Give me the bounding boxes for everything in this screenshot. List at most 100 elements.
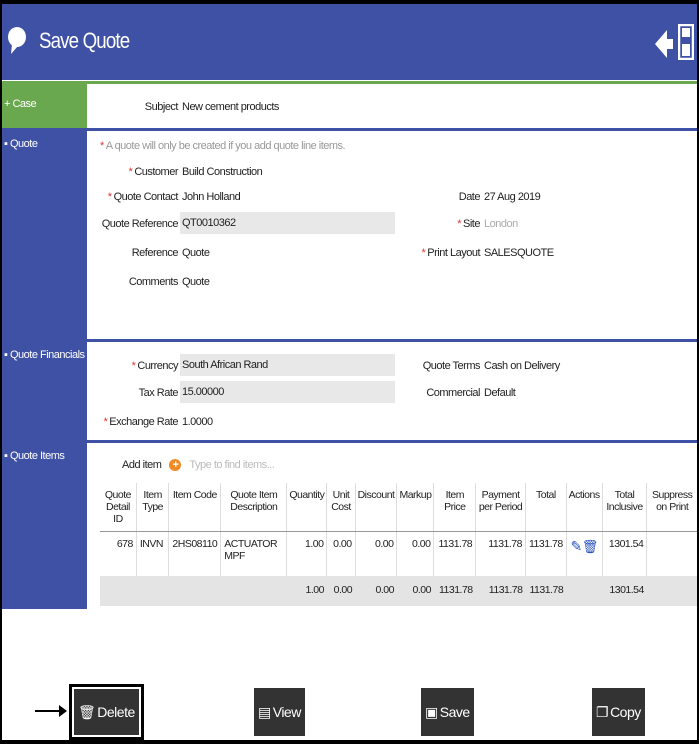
page-title: Save Quote	[39, 28, 130, 53]
table-cell: 1301.54	[602, 575, 647, 606]
table-cell: 1131.78	[475, 575, 526, 606]
site-field[interactable]: London	[484, 218, 518, 230]
table-row[interactable]: 678 INVN 2HS08110 ACTUATOR MPF 1.00 0.00 0.00 0…	[100, 531, 697, 576]
edit-icon[interactable]: ✎	[570, 538, 583, 554]
column-header: Item Price	[433, 483, 476, 532]
view-button[interactable]: ▤ View	[254, 688, 305, 736]
table-totals-row: 1.00 0.00 0.00 0.00 1131.78 1131.78 1131.78 130…	[100, 575, 697, 606]
quote-items-table: Quote Detail ID Item Type Item Code Quote I…	[100, 483, 697, 606]
table-cell: 0.00	[354, 531, 397, 576]
financials-section: ▪ Quote Financials * Currency South Afric…	[2, 342, 697, 440]
app-frame: Save Quote + Case Subject New cement pro…	[2, 4, 697, 740]
subject-label: Subject	[144, 101, 179, 113]
column-header: Unit Cost	[326, 483, 356, 532]
add-item-button[interactable]: +	[169, 459, 182, 471]
currency-field[interactable]: South African Rand	[180, 354, 395, 376]
quote-reference-label: Quote Reference	[101, 218, 179, 230]
divider	[2, 128, 697, 131]
table-cell: 0.00	[396, 575, 434, 606]
quote-section: ▪ Quote * A quote will only be created if…	[2, 131, 697, 339]
exchange-rate-label: * Exchange Rate	[103, 416, 179, 428]
header: Save Quote	[2, 4, 697, 80]
table-cell: 1301.54	[601, 531, 647, 576]
contact-field[interactable]: John Holland	[182, 191, 241, 203]
table-cell: 1131.78	[524, 531, 567, 576]
column-header: Total Inclusive	[601, 483, 647, 532]
items-toggle[interactable]: ▪ Quote Items	[2, 443, 87, 609]
floppy-icon: ▣	[425, 703, 438, 720]
table-cell: ACTUATOR MPF	[220, 531, 287, 576]
case-section: + Case Subject New cement products	[2, 84, 697, 128]
table-cell	[566, 575, 603, 606]
comments-field[interactable]: Quote	[182, 276, 210, 288]
print-layout-field[interactable]: SALESQUOTE	[484, 247, 554, 259]
quote-toggle[interactable]: ▪ Quote	[2, 131, 87, 339]
quote-reference-field[interactable]: QT0010362	[180, 212, 395, 234]
commercial-label: Commercial	[426, 387, 480, 399]
floppy-icon[interactable]	[678, 24, 694, 60]
site-label: * Site	[457, 218, 480, 230]
divider	[2, 339, 697, 342]
tax-rate-label: Tax Rate	[138, 387, 179, 399]
delete-icon[interactable]: 🗑	[581, 539, 599, 554]
comments-label: Comments	[128, 276, 179, 288]
table-cell: ✎🗑	[565, 531, 603, 576]
table-cell: 0.00	[326, 575, 356, 606]
trash-icon: 🗑	[78, 703, 96, 720]
quote-section-label: Quote	[9, 138, 38, 150]
table-cell: 678	[116, 538, 134, 550]
arrow-left-icon[interactable]	[655, 26, 673, 62]
financials-toggle[interactable]: ▪ Quote Financials	[2, 342, 87, 440]
add-item-row: Add item + Type to find items...	[122, 459, 275, 471]
quote-note: * A quote will only be created if you add…	[100, 140, 346, 152]
table-cell: 1131.78	[525, 575, 567, 606]
table-cell	[168, 575, 221, 606]
column-header: Payment per Period	[475, 483, 526, 532]
column-header: Suppress on Print	[646, 483, 697, 532]
column-header: Quantity	[286, 483, 327, 532]
table-cell: 1.00	[286, 575, 327, 606]
table-cell: 1.00	[286, 531, 327, 576]
reference-label: Reference	[131, 247, 179, 259]
commercial-field[interactable]: Default	[484, 387, 516, 399]
table-cell: 2HS08110	[168, 531, 221, 576]
divider	[2, 81, 697, 84]
arrow-right-icon	[35, 705, 67, 717]
table-cell: 1131.78	[433, 531, 476, 576]
quote-terms-field[interactable]: Cash on Delivery	[484, 360, 560, 372]
add-item-label: Add item	[122, 459, 162, 471]
date-label: Date	[458, 191, 481, 203]
table-cell	[100, 575, 137, 606]
table-cell	[646, 575, 697, 606]
delete-button[interactable]: 🗑 Delete	[69, 684, 144, 740]
save-button[interactable]: ▣ Save	[421, 688, 474, 736]
column-header: Total	[524, 483, 567, 532]
exchange-rate-field[interactable]: 1.0000	[182, 416, 213, 428]
table-cell	[646, 531, 697, 576]
date-field[interactable]: 27 Aug 2019	[484, 191, 541, 203]
item-search-input[interactable]: Type to find items...	[189, 459, 275, 471]
table-cell: 0.00	[396, 531, 434, 576]
reference-field[interactable]: Quote	[182, 247, 210, 259]
table-cell	[220, 575, 287, 606]
table-cell: 0.00	[355, 575, 397, 606]
financials-section-label: Quote Financials	[9, 349, 85, 361]
copy-icon: ❐	[596, 703, 609, 720]
document-icon: ▤	[258, 703, 271, 720]
contact-label: * Quote Contact	[107, 191, 179, 203]
column-header: Quote Item Description	[220, 483, 287, 532]
items-section: ▪ Quote Items Add item + Type to find it…	[2, 443, 697, 609]
case-toggle[interactable]: + Case	[2, 84, 87, 128]
table-cell: 1131.78	[475, 531, 526, 576]
table-header: Quote Detail ID Item Type Item Code Quote I…	[100, 483, 697, 532]
copy-button[interactable]: ❐ Copy	[592, 688, 645, 736]
customer-field[interactable]: Build Construction	[182, 166, 263, 178]
currency-label: * Currency	[131, 360, 179, 372]
column-header: Markup	[396, 483, 434, 532]
tax-rate-field[interactable]: 15.00000	[180, 381, 395, 403]
table-cell	[136, 575, 169, 606]
subject-value[interactable]: New cement products	[182, 101, 279, 113]
column-header: Discount	[354, 483, 397, 532]
table-cell: 1131.78	[433, 575, 476, 606]
print-layout-label: * Print Layout	[421, 247, 481, 259]
